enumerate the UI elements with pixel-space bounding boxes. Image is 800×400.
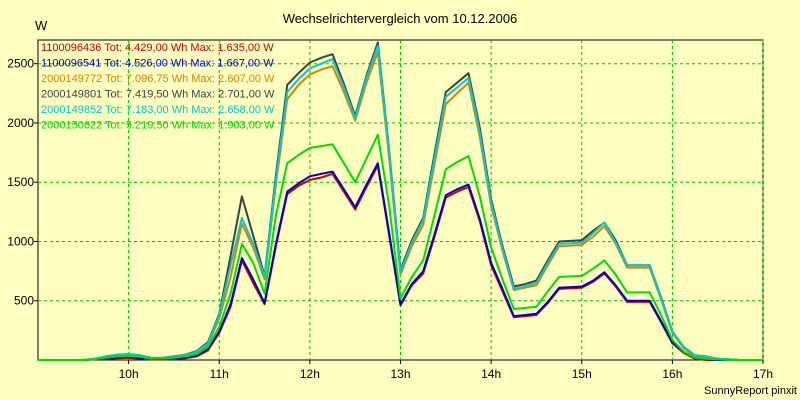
legend-entry-2000149801: 2000149801 Tot: 7.419,50 Wh Max: 2.701,0… [41,89,275,101]
y-tick-label: 2000 [7,116,34,130]
series-line-2000150622 [38,133,763,361]
legend-entry-2000149772: 2000149772 Tot: 7.096,75 Wh Max: 2.607,0… [41,73,275,85]
grid [38,40,764,360]
x-tick-label: 10h [119,367,139,381]
y-tick-label: 1000 [7,234,34,248]
x-tick-label: 14h [481,367,501,381]
x-tick-label: 12h [300,367,320,381]
chart-title: Wechselrichtervergleich vom 10.12.2006 [283,11,518,26]
legend-entry-2000149852: 2000149852 Tot: 7.183,00 Wh Max: 2.658,0… [41,104,275,116]
x-tick-label: 17h [753,367,773,381]
x-tick-label: 13h [390,367,410,381]
legend-entry-2000150622: 2000150622 Tot: 5.219,50 Wh Max: 1.903,0… [41,120,275,132]
y-tick-label: 500 [14,294,34,308]
x-tick-label: 15h [572,367,592,381]
legend: 1100096436 Tot: 4.429,00 Wh Max: 1.635,0… [41,42,275,132]
legend-entry-1100096541: 1100096541 Tot: 4.526,00 Wh Max: 1.667,0… [41,58,274,70]
x-tick-label: 16h [662,367,682,381]
axes: 10h 11h 12h 13h 14h 15h 16h 17h 500 1000 1500 2000 2… [7,57,773,381]
legend-entry-1100096436: 1100096436 Tot: 4.429,00 Wh Max: 1.635,0… [41,42,274,54]
series-lines [38,41,763,361]
y-tick-label: 2500 [7,57,34,71]
y-tick-label: 1500 [7,175,34,189]
y-axis-unit-label: W [35,18,48,33]
x-tick-label: 11h [210,367,229,381]
footer-credit: SunnyReport pinxit [704,385,797,397]
